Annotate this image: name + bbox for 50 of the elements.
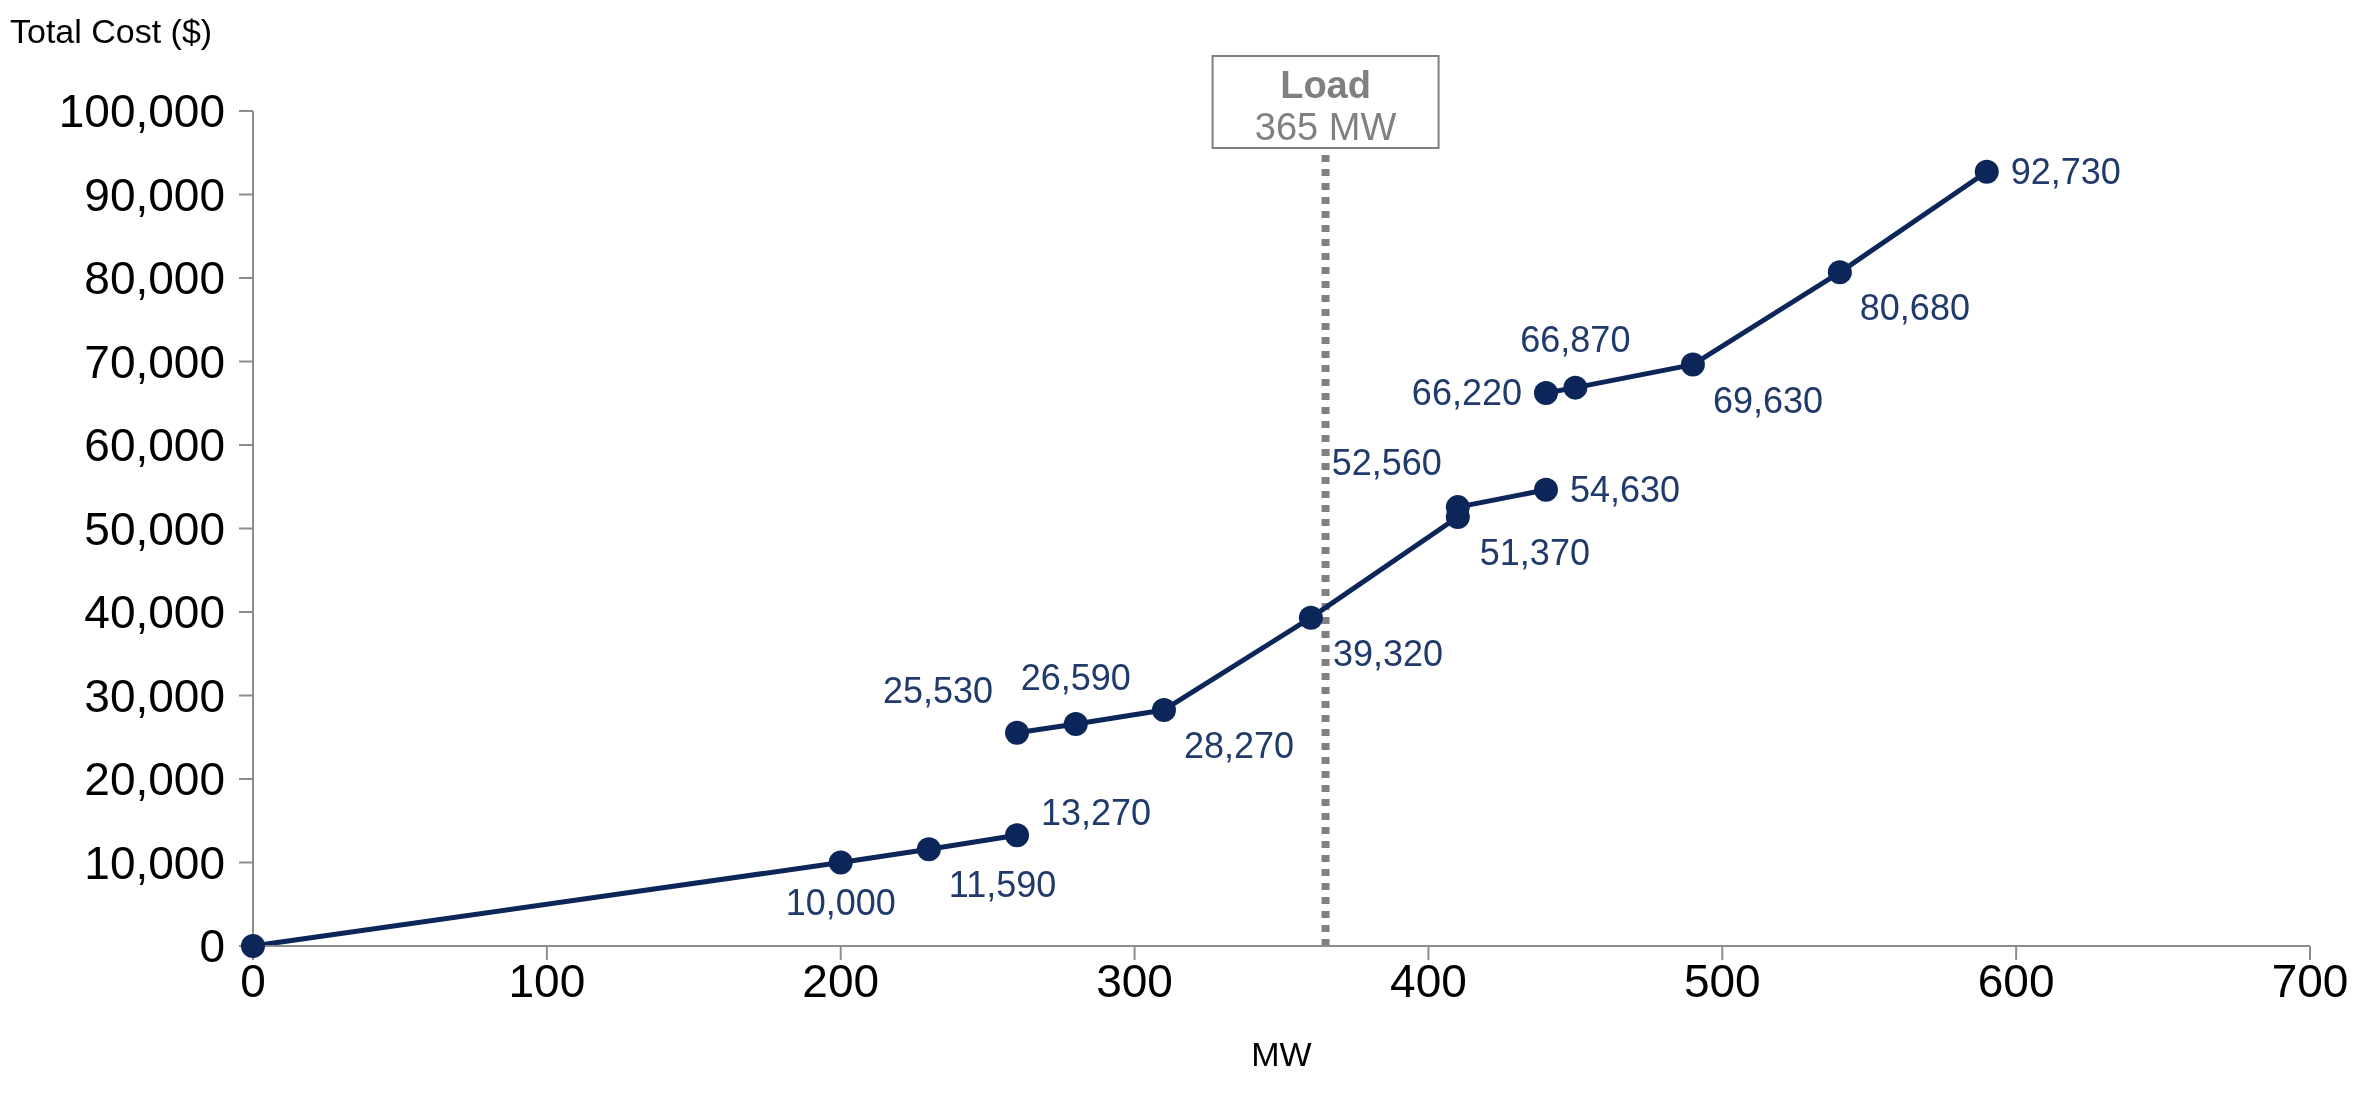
y-tick-label: 60,000 <box>84 419 225 472</box>
x-tick-label: 400 <box>1390 954 1467 1007</box>
point <box>1533 381 1558 406</box>
point <box>1680 352 1705 377</box>
point <box>1533 477 1558 502</box>
x-tick-label: 500 <box>1683 954 1761 1007</box>
x-tick-label: 300 <box>1096 954 1173 1007</box>
y-tick-label: 90,000 <box>84 168 225 221</box>
data-label: 54,630 <box>1569 468 1681 510</box>
y-tick-label: 40,000 <box>84 586 225 639</box>
data-label: 11,590 <box>948 864 1057 906</box>
x-tick-label: 200 <box>802 954 880 1007</box>
data-label: 92,730 <box>2010 150 2121 192</box>
y-tick-label: 50,000 <box>84 502 225 555</box>
y-tick-label: 20,000 <box>84 753 225 806</box>
point <box>1298 605 1323 630</box>
y-tick-label: 0 <box>199 920 225 973</box>
y-tick-label: 10,000 <box>84 836 225 889</box>
point <box>1827 260 1852 285</box>
point <box>916 837 941 862</box>
data-label: 13,270 <box>1041 792 1152 834</box>
data-label: 26,590 <box>1020 656 1131 698</box>
x-tick-label: 100 <box>508 954 586 1007</box>
point <box>1563 375 1588 400</box>
point <box>1005 720 1030 745</box>
data-label: 66,870 <box>1520 318 1631 360</box>
y-tick-label: 30,000 <box>84 669 225 722</box>
data-label: 52,560 <box>1331 442 1442 484</box>
x-tick-label: 600 <box>1977 954 2055 1007</box>
data-label: 39,320 <box>1332 632 1443 674</box>
data-label: 66,220 <box>1411 372 1522 414</box>
data-label: 28,270 <box>1183 724 1295 766</box>
point <box>828 850 853 875</box>
y-tick-label: 80,000 <box>84 252 225 305</box>
data-label: 10,000 <box>785 881 896 923</box>
data-label: 69,630 <box>1712 379 1824 421</box>
x-axis-title: MW <box>1251 1035 1312 1073</box>
y-axis-title: Total Cost ($) <box>10 12 213 51</box>
x-tick-label: 0 <box>240 954 266 1007</box>
x-tick-label: 700 <box>2271 954 2349 1007</box>
y-tick-label: 100,000 <box>58 85 225 138</box>
point <box>1151 697 1176 722</box>
point <box>1005 823 1030 848</box>
y-tick-label: 70,000 <box>84 335 225 388</box>
data-label: 80,680 <box>1859 287 1970 329</box>
data-label: 51,370 <box>1479 532 1590 574</box>
point <box>1063 711 1088 736</box>
ref-line-label: Load 365 MW <box>1254 64 1397 148</box>
point <box>1974 159 1999 184</box>
data-label: 25,530 <box>882 669 994 711</box>
